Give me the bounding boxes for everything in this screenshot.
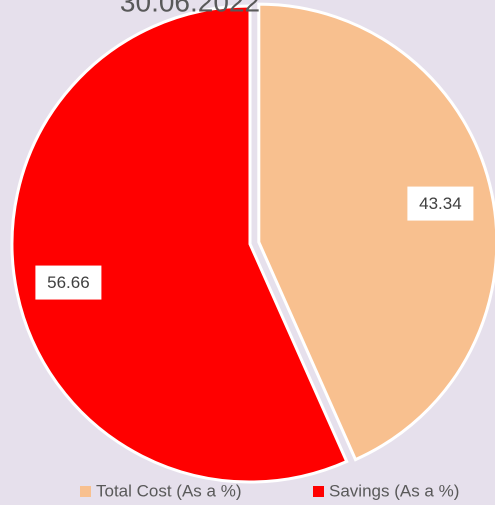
pie-slice [257, 2, 495, 462]
legend-label: Total Cost (As a %) [96, 481, 242, 500]
legend-label: Savings (As a %) [329, 481, 459, 500]
legend-swatch [313, 486, 324, 497]
data-label-box [407, 186, 474, 221]
data-label: 56.66 [47, 273, 90, 292]
data-label: 43.34 [419, 194, 462, 213]
pie-slice [10, 4, 349, 484]
chart-title: 30.06.2022 [120, 0, 260, 17]
data-label-box [35, 265, 102, 300]
slices [10, 2, 495, 484]
legend-swatch [80, 486, 91, 497]
